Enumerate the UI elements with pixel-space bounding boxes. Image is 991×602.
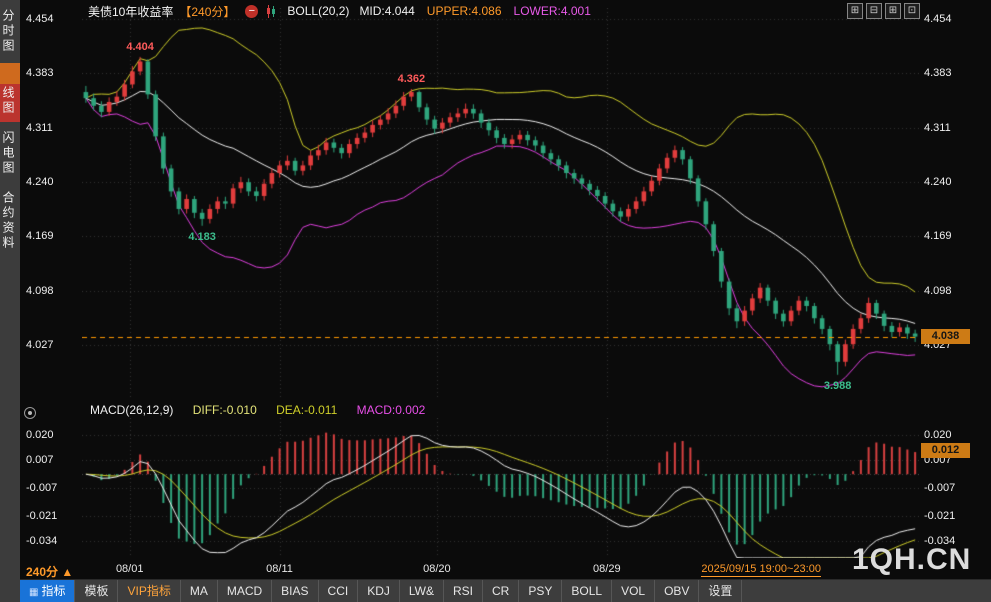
last-price-badge: 4.038 <box>921 329 970 344</box>
macd-y-axis-label: 0.020 <box>26 428 54 442</box>
kline-style-icon[interactable] <box>265 5 277 18</box>
tab-vip-indicator[interactable]: VIP指标 <box>118 580 180 602</box>
boll-mid-value: MID:4.044 <box>359 4 414 18</box>
price-annotation-high: 4.362 <box>398 73 426 85</box>
price-annotation-low: 3.988 <box>824 380 852 392</box>
y-axis-label: 4.169 <box>26 229 54 243</box>
sidebar-item-contract-info[interactable]: 合约资料 <box>0 185 20 257</box>
tab-indicator-label: 指标 <box>41 584 65 598</box>
split-horizontal-icon[interactable]: ⊟ <box>866 3 882 19</box>
y-axis-label: 4.240 <box>924 175 952 189</box>
macd-y-axis-label: -0.021 <box>924 509 955 523</box>
period-label: 240分 <box>26 565 58 579</box>
y-axis-label: 4.169 <box>924 229 952 243</box>
interval-label: 【240分】 <box>179 3 235 20</box>
y-axis-label: 4.027 <box>26 338 54 352</box>
sidebar-item-time-chart[interactable]: 分时图 <box>0 3 20 60</box>
tab-macd[interactable]: MACD <box>218 580 272 602</box>
sidebar-item-lightning-chart[interactable]: 闪电图 <box>0 125 20 182</box>
macd-value-badge: 0.012 <box>921 443 970 458</box>
y-axis-label: 4.098 <box>924 284 952 298</box>
boll-lower-value: LOWER:4.001 <box>514 4 591 18</box>
bottom-toolbar: ▦指标 模板 VIP指标 MA MACD BIAS CCI KDJ LW& RS… <box>20 579 991 602</box>
macd-y-axis-label: -0.021 <box>26 509 57 523</box>
macd-header: MACD(26,12,9) DIFF:-0.010 DEA:-0.011 MAC… <box>90 403 425 417</box>
y-axis-label: 4.311 <box>924 121 951 135</box>
x-axis-date: 08/01 <box>116 563 144 575</box>
macd-diff-value: DIFF:-0.010 <box>193 403 257 417</box>
x-axis-date: 08/29 <box>593 563 621 575</box>
single-view-icon[interactable]: ⊡ <box>904 3 920 19</box>
tab-vol[interactable]: VOL <box>612 580 655 602</box>
macd-y-axis-label: 0.020 <box>924 428 952 442</box>
tab-cci[interactable]: CCI <box>319 580 359 602</box>
chevron-up-icon: ▲ <box>61 565 73 579</box>
tab-obv[interactable]: OBV <box>655 580 699 602</box>
tab-cr[interactable]: CR <box>483 580 519 602</box>
x-axis-date: 08/20 <box>423 563 451 575</box>
x-axis-date: 08/11 <box>266 563 293 575</box>
macd-params-label: MACD(26,12,9) <box>90 403 173 417</box>
tab-ma[interactable]: MA <box>181 580 218 602</box>
tab-kdj[interactable]: KDJ <box>358 580 400 602</box>
period-selector[interactable]: 240分 ▲ <box>26 563 73 580</box>
macd-dea-value: DEA:-0.011 <box>276 403 337 417</box>
quad-layout-icon[interactable]: ⊞ <box>885 3 901 19</box>
y-axis-label: 4.311 <box>26 121 53 135</box>
macd-chart[interactable] <box>82 418 919 558</box>
tab-lwr[interactable]: LW& <box>400 580 444 602</box>
price-annotation-high: 4.404 <box>126 41 154 53</box>
tab-psy[interactable]: PSY <box>519 580 562 602</box>
y-axis-label: 4.240 <box>26 175 54 189</box>
tab-settings[interactable]: 设置 <box>699 580 742 602</box>
boll-indicator-label: BOLL(20,2) <box>287 4 349 18</box>
y-axis-label: 4.098 <box>26 284 54 298</box>
macd-y-axis-label: -0.034 <box>26 534 57 548</box>
macd-y-axis-label: 0.007 <box>26 453 54 467</box>
current-session-label: 2025/09/15 19:00~23:00 <box>701 563 821 577</box>
grid-layout-icon[interactable]: ⊞ <box>847 3 863 19</box>
watermark: 1QH.CN <box>852 543 971 577</box>
chart-header: 美债10年收益率 【240分】 − BOLL(20,2) MID:4.044 U… <box>20 0 991 22</box>
sidebar-item-kline-chart[interactable]: K线图 <box>0 63 20 122</box>
candlestick-chart[interactable] <box>82 8 919 400</box>
zoom-out-icon[interactable]: − <box>245 5 258 18</box>
futures-charting-app: 分时图 K线图 闪电图 合约资料 美债10年收益率 【240分】 − BOLL(… <box>0 0 991 602</box>
sidebar: 分时图 K线图 闪电图 合约资料 <box>0 0 20 602</box>
price-annotation-low: 4.183 <box>188 231 216 243</box>
macd-y-axis-label: -0.007 <box>26 481 57 495</box>
boll-upper-value: UPPER:4.086 <box>427 4 502 18</box>
tab-boll[interactable]: BOLL <box>562 580 612 602</box>
tab-indicator[interactable]: ▦指标 <box>20 580 75 602</box>
macd-y-axis-label: -0.007 <box>924 481 955 495</box>
macd-macd-value: MACD:0.002 <box>357 403 426 417</box>
y-axis-label: 4.383 <box>924 66 952 80</box>
instrument-title: 美债10年收益率 <box>88 3 173 20</box>
tab-rsi[interactable]: RSI <box>444 580 483 602</box>
grid-icon: ▦ <box>29 582 38 602</box>
y-axis-label: 4.383 <box>26 66 54 80</box>
tab-bias[interactable]: BIAS <box>272 580 318 602</box>
target-icon[interactable] <box>24 407 36 419</box>
tab-template[interactable]: 模板 <box>75 580 118 602</box>
layout-controls: ⊞ ⊟ ⊞ ⊡ <box>847 3 920 19</box>
